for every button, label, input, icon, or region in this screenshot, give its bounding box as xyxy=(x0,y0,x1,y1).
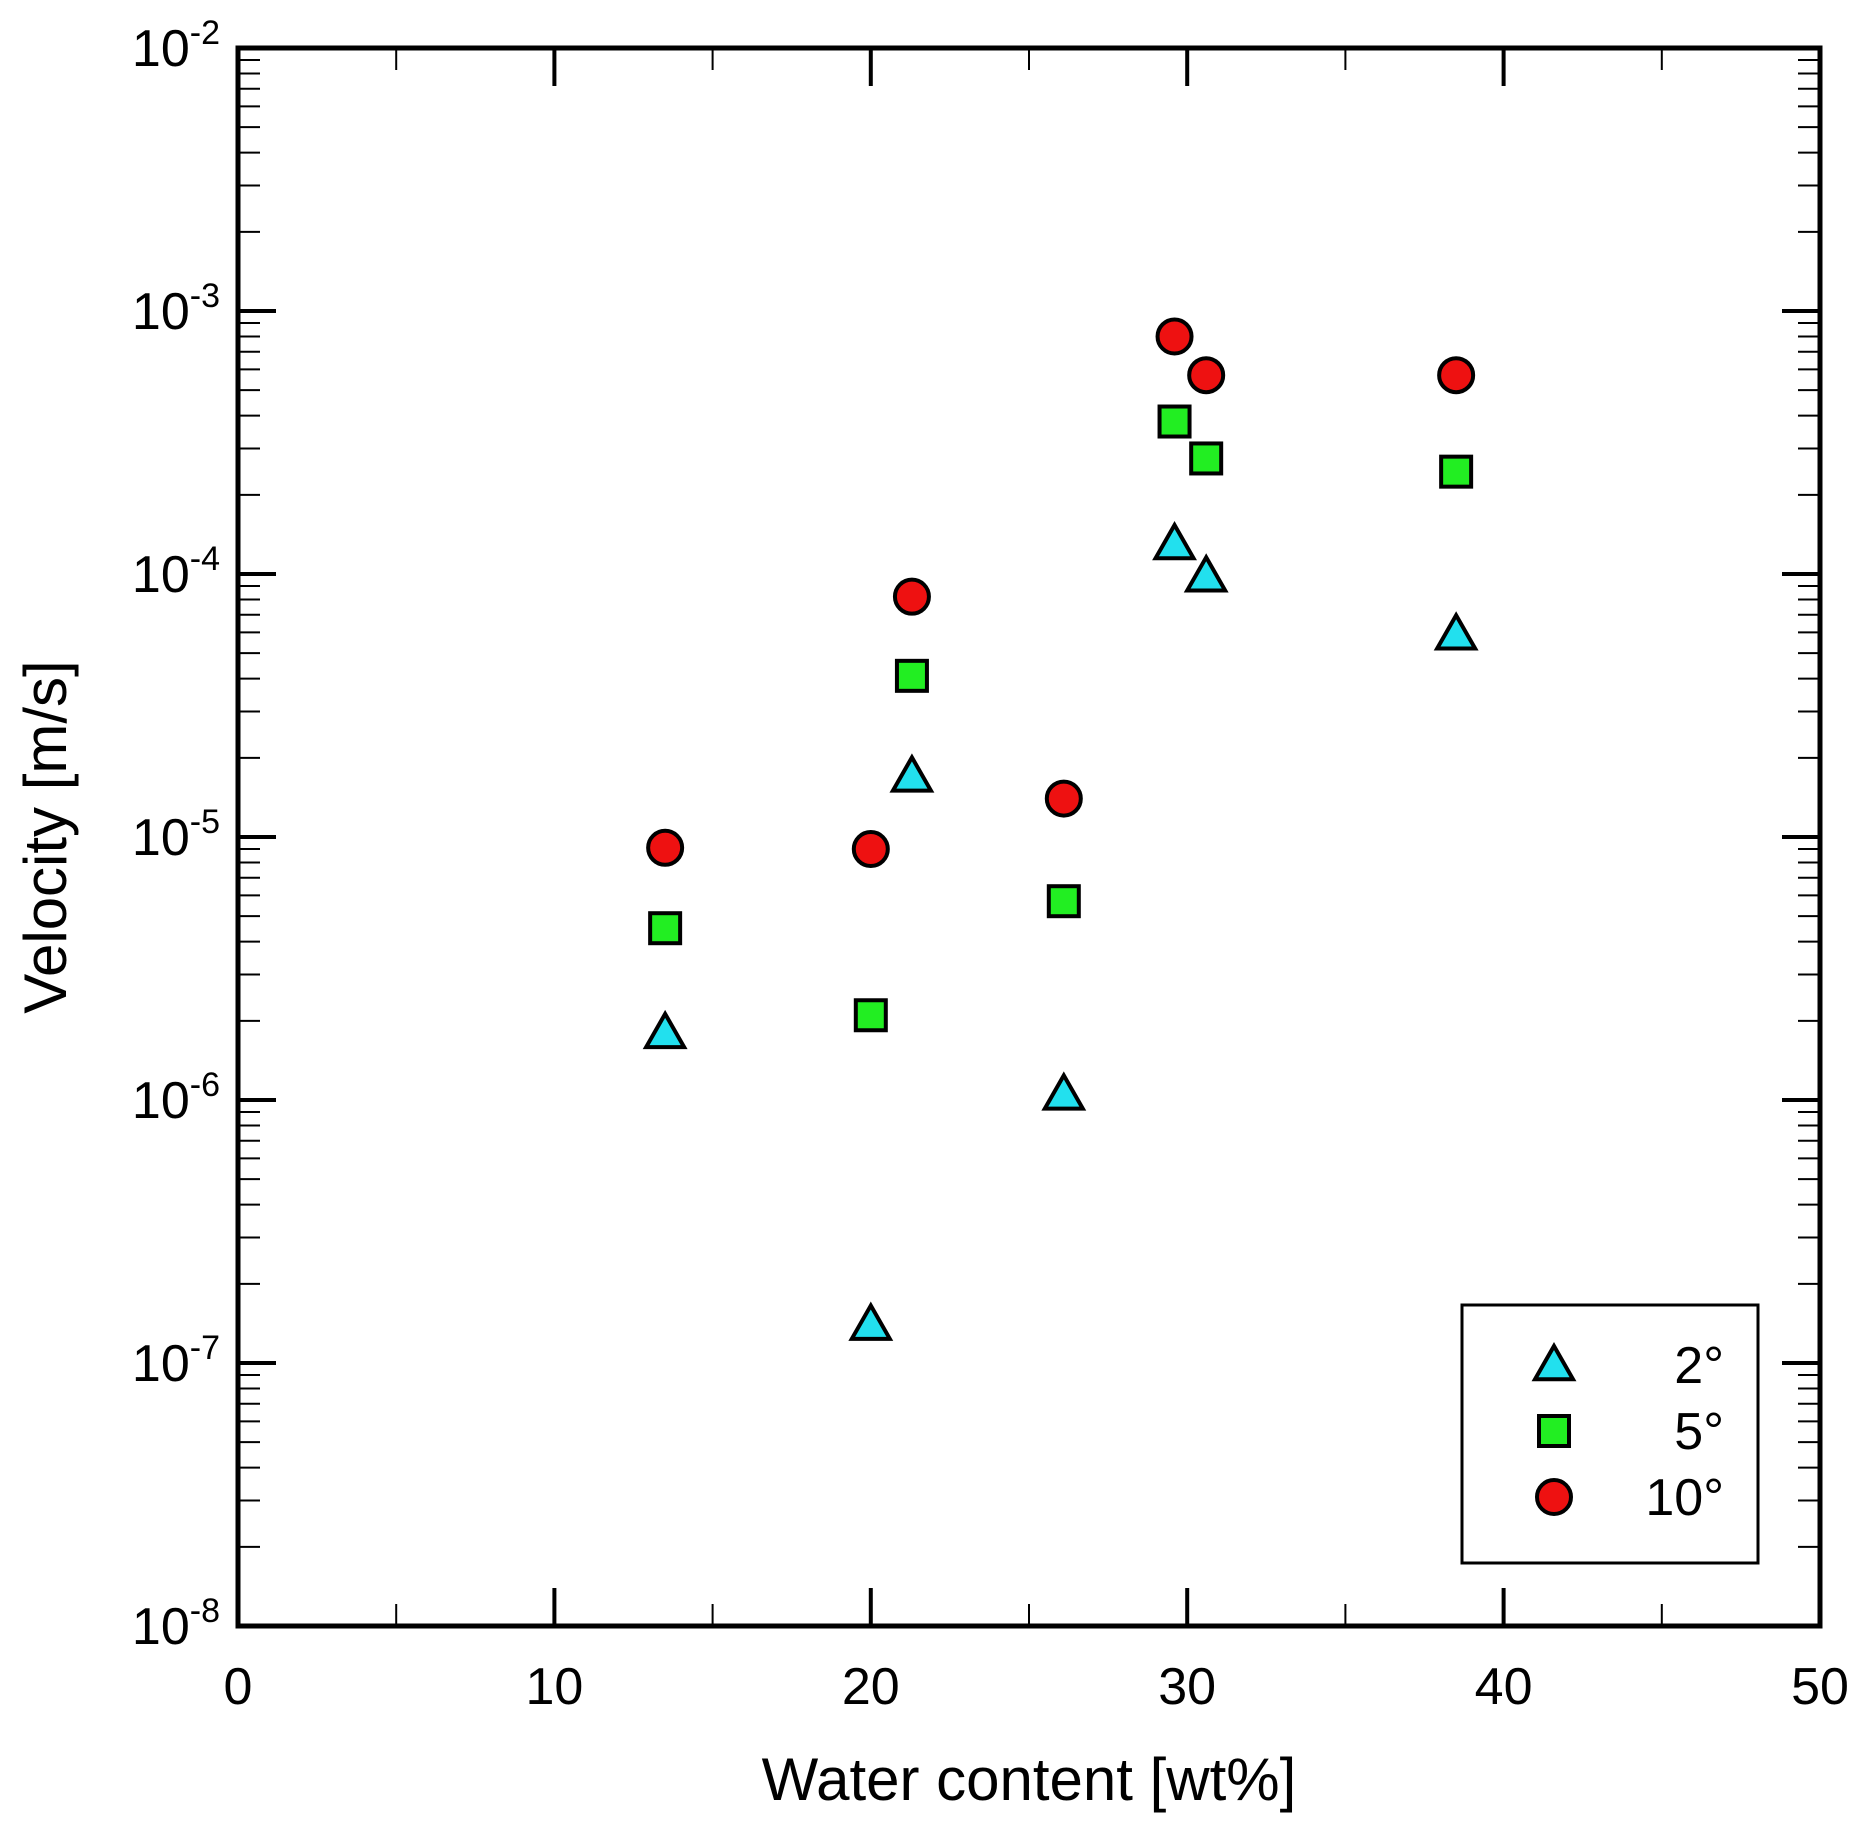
data-point-circle xyxy=(851,830,890,869)
x-tick-labels: 0 10 20 30 40 50 xyxy=(224,1658,1849,1716)
y-tick-labels: 10-8 10-7 10-6 10-5 10-4 10-3 10-2 xyxy=(132,14,220,1656)
y-tick-label: 10-4 xyxy=(132,540,220,604)
y-tick-exponent: -2 xyxy=(190,14,220,52)
data-point-triangle xyxy=(1183,553,1229,593)
y-tick-exponent: -6 xyxy=(190,1066,220,1104)
x-axis-label: Water content [wt%] xyxy=(762,1746,1297,1813)
data-point-circle xyxy=(1044,779,1083,818)
y-tick-label: 10-3 xyxy=(132,277,220,341)
data-point-square xyxy=(1189,441,1224,476)
legend: 2° 5° 10° xyxy=(1460,1303,1760,1565)
data-point-square xyxy=(1439,454,1474,489)
y-tick-exponent: -7 xyxy=(190,1329,220,1367)
x-tick-label: 40 xyxy=(1475,1658,1533,1716)
legend-label: 2° xyxy=(1674,1337,1724,1395)
x-tick-label: 50 xyxy=(1791,1658,1849,1716)
series-square xyxy=(648,404,1474,1033)
legend-item: 5° xyxy=(1537,1403,1724,1461)
legend-item: 10° xyxy=(1535,1469,1724,1527)
data-point-square xyxy=(894,658,929,693)
data-points xyxy=(642,317,1479,1341)
y-tick-exponent: -3 xyxy=(190,277,220,315)
data-point-circle xyxy=(1187,356,1226,395)
y-axis-label: Velocity [m/s] xyxy=(12,660,79,1013)
data-point-triangle xyxy=(889,753,935,793)
data-point-triangle xyxy=(1433,611,1479,651)
legend-item: 2° xyxy=(1531,1337,1724,1395)
y-tick-label: 10-2 xyxy=(132,14,220,78)
data-point-circle xyxy=(1155,317,1194,356)
x-tick-label: 20 xyxy=(842,1658,900,1716)
y-tick-label: 10-6 xyxy=(132,1066,220,1130)
data-point-triangle xyxy=(1152,521,1197,561)
y-tick-label: 10-5 xyxy=(132,803,220,867)
x-tick-label: 30 xyxy=(1158,1658,1216,1716)
y-tick-exponent: -4 xyxy=(190,540,220,578)
data-point-square xyxy=(853,998,888,1033)
plot-frame xyxy=(235,45,1823,1629)
legend-marker-triangle xyxy=(1531,1341,1577,1382)
data-point-square xyxy=(1157,404,1192,439)
data-point-triangle xyxy=(848,1301,894,1341)
legend-marker-circle xyxy=(1535,1478,1573,1516)
y-tick-exponent: -8 xyxy=(190,1592,220,1630)
data-point-triangle xyxy=(642,1009,688,1050)
legend-label: 10° xyxy=(1645,1469,1724,1527)
minor-ticks xyxy=(238,48,1820,1626)
legend-box xyxy=(1460,1303,1760,1565)
series-triangle xyxy=(642,521,1479,1341)
legend-marker-square xyxy=(1537,1414,1571,1448)
y-tick-label: 10-8 xyxy=(132,1592,220,1656)
data-point-circle xyxy=(646,828,685,867)
x-tick-label: 0 xyxy=(224,1658,253,1716)
series-circle xyxy=(646,317,1476,869)
data-point-square xyxy=(648,911,683,946)
legend-label: 5° xyxy=(1674,1403,1724,1461)
data-point-circle xyxy=(892,577,931,616)
data-point-square xyxy=(1046,884,1081,919)
legend-items: 2° 5° 10° xyxy=(1531,1337,1724,1527)
data-point-triangle xyxy=(1041,1071,1087,1111)
y-tick-exponent: -5 xyxy=(190,803,220,841)
y-tick-label: 10-7 xyxy=(132,1329,220,1393)
x-tick-label: 10 xyxy=(525,1658,583,1716)
data-point-circle xyxy=(1437,356,1476,395)
